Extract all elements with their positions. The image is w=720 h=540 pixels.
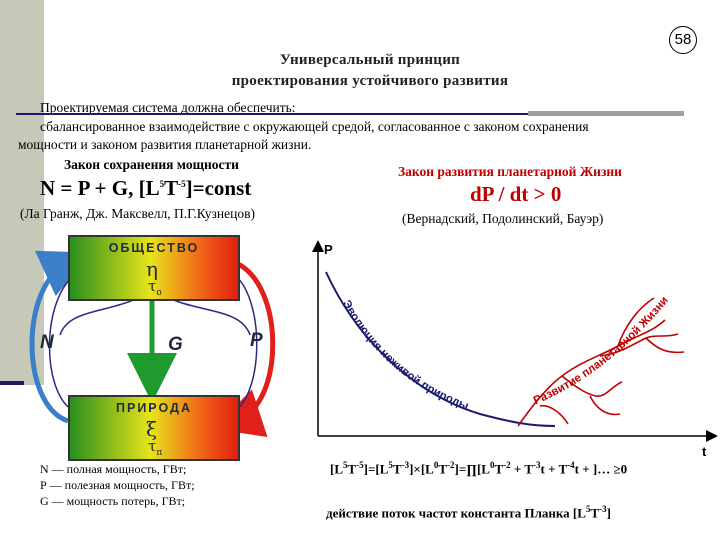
left-decor-rule: [0, 381, 24, 385]
society-tau: τо: [148, 277, 162, 298]
right-law-equation: dP / dt > 0: [470, 182, 562, 206]
nature-tau: τп: [148, 437, 163, 458]
down-curve: [325, 271, 556, 427]
dimension-formula: [L5T-5]=[L5T-3]×[L0T-2]=∏[L0T-2 + T-3t +…: [330, 460, 628, 477]
flow-label-n: N: [40, 332, 54, 353]
intro-body-line-1: сбалансированное взаимодействие с окружа…: [40, 119, 589, 134]
left-decor-bar: [0, 0, 44, 385]
page-number: 58: [669, 26, 697, 54]
title-rule-accent: [528, 111, 684, 116]
title-line-1: Универсальный принцип: [279, 52, 461, 68]
formula-legend: действие поток частот константа Планка […: [326, 504, 611, 521]
arrow-n-blue: [29, 250, 91, 424]
up-curve-branches: [517, 297, 685, 427]
right-law-heading: Закон развития планетарной Жизни: [398, 164, 622, 179]
flow-label-g: G: [168, 334, 183, 355]
right-law-authors: (Вернадский, Подолинский, Бауэр): [402, 211, 604, 226]
title-line-2: проектирования устойчивого развития: [231, 73, 509, 89]
down-curve-label: Эволюция неживой природы: [340, 298, 470, 412]
intro-body-line-2: мощности и законом развития планетарной …: [18, 137, 312, 152]
flow-label-p: P: [250, 330, 263, 351]
cycle-diagram: [29, 250, 276, 437]
nature-xi: ξ: [146, 417, 158, 441]
society-eta: η: [146, 257, 158, 281]
arrow-n-inner: [48, 272, 79, 414]
nature-box: ПРИРОДА ξ τп: [68, 395, 240, 461]
intro-lead: Проектируемая система должна обеспечить:: [40, 100, 296, 115]
x-axis-label: t: [702, 444, 707, 459]
up-curve-label: Развитие планетарной Жизни: [532, 295, 671, 408]
society-label: ОБЩЕСТВО: [108, 241, 200, 255]
arrow-p-red: [212, 260, 276, 437]
left-law-heading: Закон сохранения мощности: [64, 157, 239, 172]
y-axis-label: P: [324, 242, 333, 257]
left-law-equation: N = P + G, [L5T-5]=const: [40, 176, 252, 200]
evolution-graph: P t Эволюция неживой природы Развитие пл…: [312, 240, 718, 459]
nature-label: ПРИРОДА: [116, 401, 192, 415]
arrow-p-inner: [231, 272, 258, 414]
society-box: ОБЩЕСТВО η τо: [68, 235, 240, 301]
left-law-authors: (Ла Гранж, Дж. Максвелл, П.Г.Кузнецов): [20, 206, 255, 221]
legend-n: N — полная мощность, ГВт;: [40, 462, 187, 476]
title-rule: [16, 113, 682, 115]
legend-p: Р — полезная мощность, ГВт;: [40, 478, 195, 492]
legend-g: G — мощность потерь, ГВт;: [40, 494, 186, 508]
